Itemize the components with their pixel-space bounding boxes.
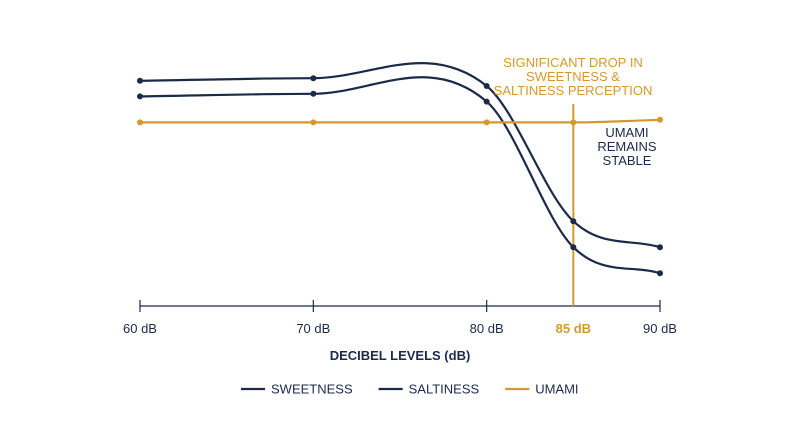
x-tick-label: 80 dB <box>470 321 504 336</box>
data-point-saltiness <box>137 93 143 100</box>
legend-label-sweetness: SWEETNESS <box>271 382 353 397</box>
annotation-text-line: REMAINS <box>597 139 657 154</box>
x-tick-label: 90 dB <box>643 321 677 336</box>
data-point-sweetness <box>137 77 143 84</box>
legend-label-saltiness: SALTINESS <box>409 382 480 397</box>
data-point-umami <box>310 119 317 126</box>
legend: SWEETNESS SALTINESS UMAMI <box>241 382 579 397</box>
data-point-umami <box>657 116 663 123</box>
data-point-umami <box>137 119 143 126</box>
legend-label-umami: UMAMI <box>535 382 578 397</box>
x-tick-label: 85 dB <box>556 321 591 336</box>
series-points <box>137 75 663 277</box>
x-tick-label: 60 dB <box>123 321 157 336</box>
data-point-umami <box>483 119 490 126</box>
series-line-saltiness <box>138 76 662 275</box>
data-point-sweetness <box>310 75 317 82</box>
x-tick-label: 70 dB <box>296 321 330 336</box>
data-point-umami <box>570 119 577 126</box>
data-point-saltiness <box>483 98 490 105</box>
x-axis: 60 dB 70 dB 80 dB 85 dB 90 dB <box>123 300 677 336</box>
data-point-saltiness <box>570 244 577 251</box>
data-point-sweetness <box>570 218 577 225</box>
data-point-sweetness <box>483 83 490 89</box>
x-axis-title: DECIBEL LEVELS (dB) <box>330 348 471 363</box>
annotation-text-line: SALTINESS PERCEPTION <box>494 83 653 98</box>
data-point-saltiness <box>310 90 317 97</box>
data-point-saltiness <box>657 270 663 277</box>
series-line-sweetness <box>138 62 662 249</box>
annotation-text-line: STABLE <box>603 153 652 168</box>
annotation-text-line: SIGNIFICANT DROP IN <box>503 55 643 70</box>
series-lines <box>138 62 662 275</box>
annotation-text-line: SWEETNESS & <box>526 69 620 84</box>
annotation-text-line: UMAMI <box>605 125 648 140</box>
data-point-sweetness <box>657 244 663 251</box>
series-line-umami <box>138 118 662 124</box>
